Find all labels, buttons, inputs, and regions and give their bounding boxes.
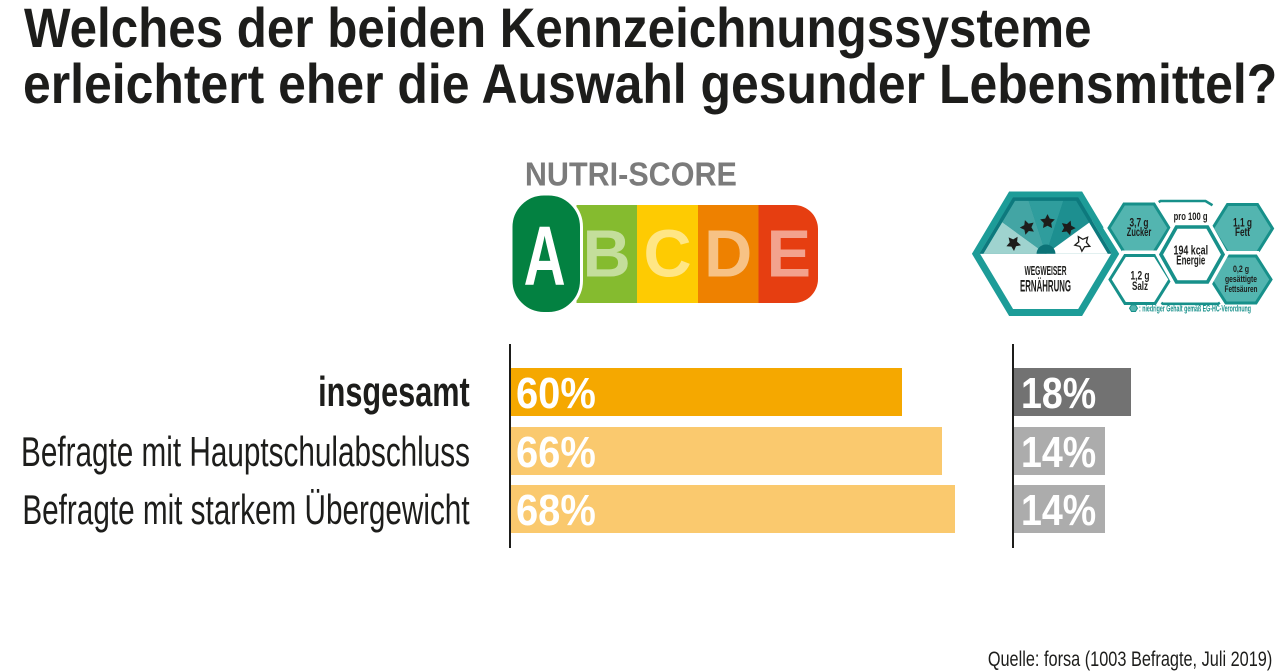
svg-text:1,1 g: 1,1 g xyxy=(1233,217,1252,229)
svg-text:B: B xyxy=(583,218,631,292)
svg-text:C: C xyxy=(643,218,691,292)
svg-text:3,7 g: 3,7 g xyxy=(1130,217,1149,229)
svg-text:NUTRI-SCORE: NUTRI-SCORE xyxy=(525,156,737,193)
svg-text:Fett: Fett xyxy=(1235,227,1250,239)
svg-text:A: A xyxy=(524,209,566,303)
svg-text:pro 100 g: pro 100 g xyxy=(1174,211,1208,223)
svg-text:0,2 g: 0,2 g xyxy=(1233,264,1249,275)
svg-text:194 kcal: 194 kcal xyxy=(1174,242,1209,257)
svg-text:Fettsäuren: Fettsäuren xyxy=(1225,284,1258,295)
svg-text:Salz: Salz xyxy=(1132,281,1148,293)
svg-text:WEGWEISER: WEGWEISER xyxy=(1025,263,1067,278)
svg-text:ERNÄHRUNG: ERNÄHRUNG xyxy=(1020,277,1071,296)
svg-text:1,2 g: 1,2 g xyxy=(1131,271,1150,283)
svg-text:Energie: Energie xyxy=(1176,252,1205,267)
svg-text:Zucker: Zucker xyxy=(1127,227,1152,239)
svg-text:E: E xyxy=(767,218,811,292)
svg-text:gesättigte: gesättigte xyxy=(1225,274,1257,285)
svg-text:D: D xyxy=(704,218,752,292)
svg-text:: niedriger Gehalt gemäß EG-HC: : niedriger Gehalt gemäß EG-HC-Verordnun… xyxy=(1139,304,1251,315)
